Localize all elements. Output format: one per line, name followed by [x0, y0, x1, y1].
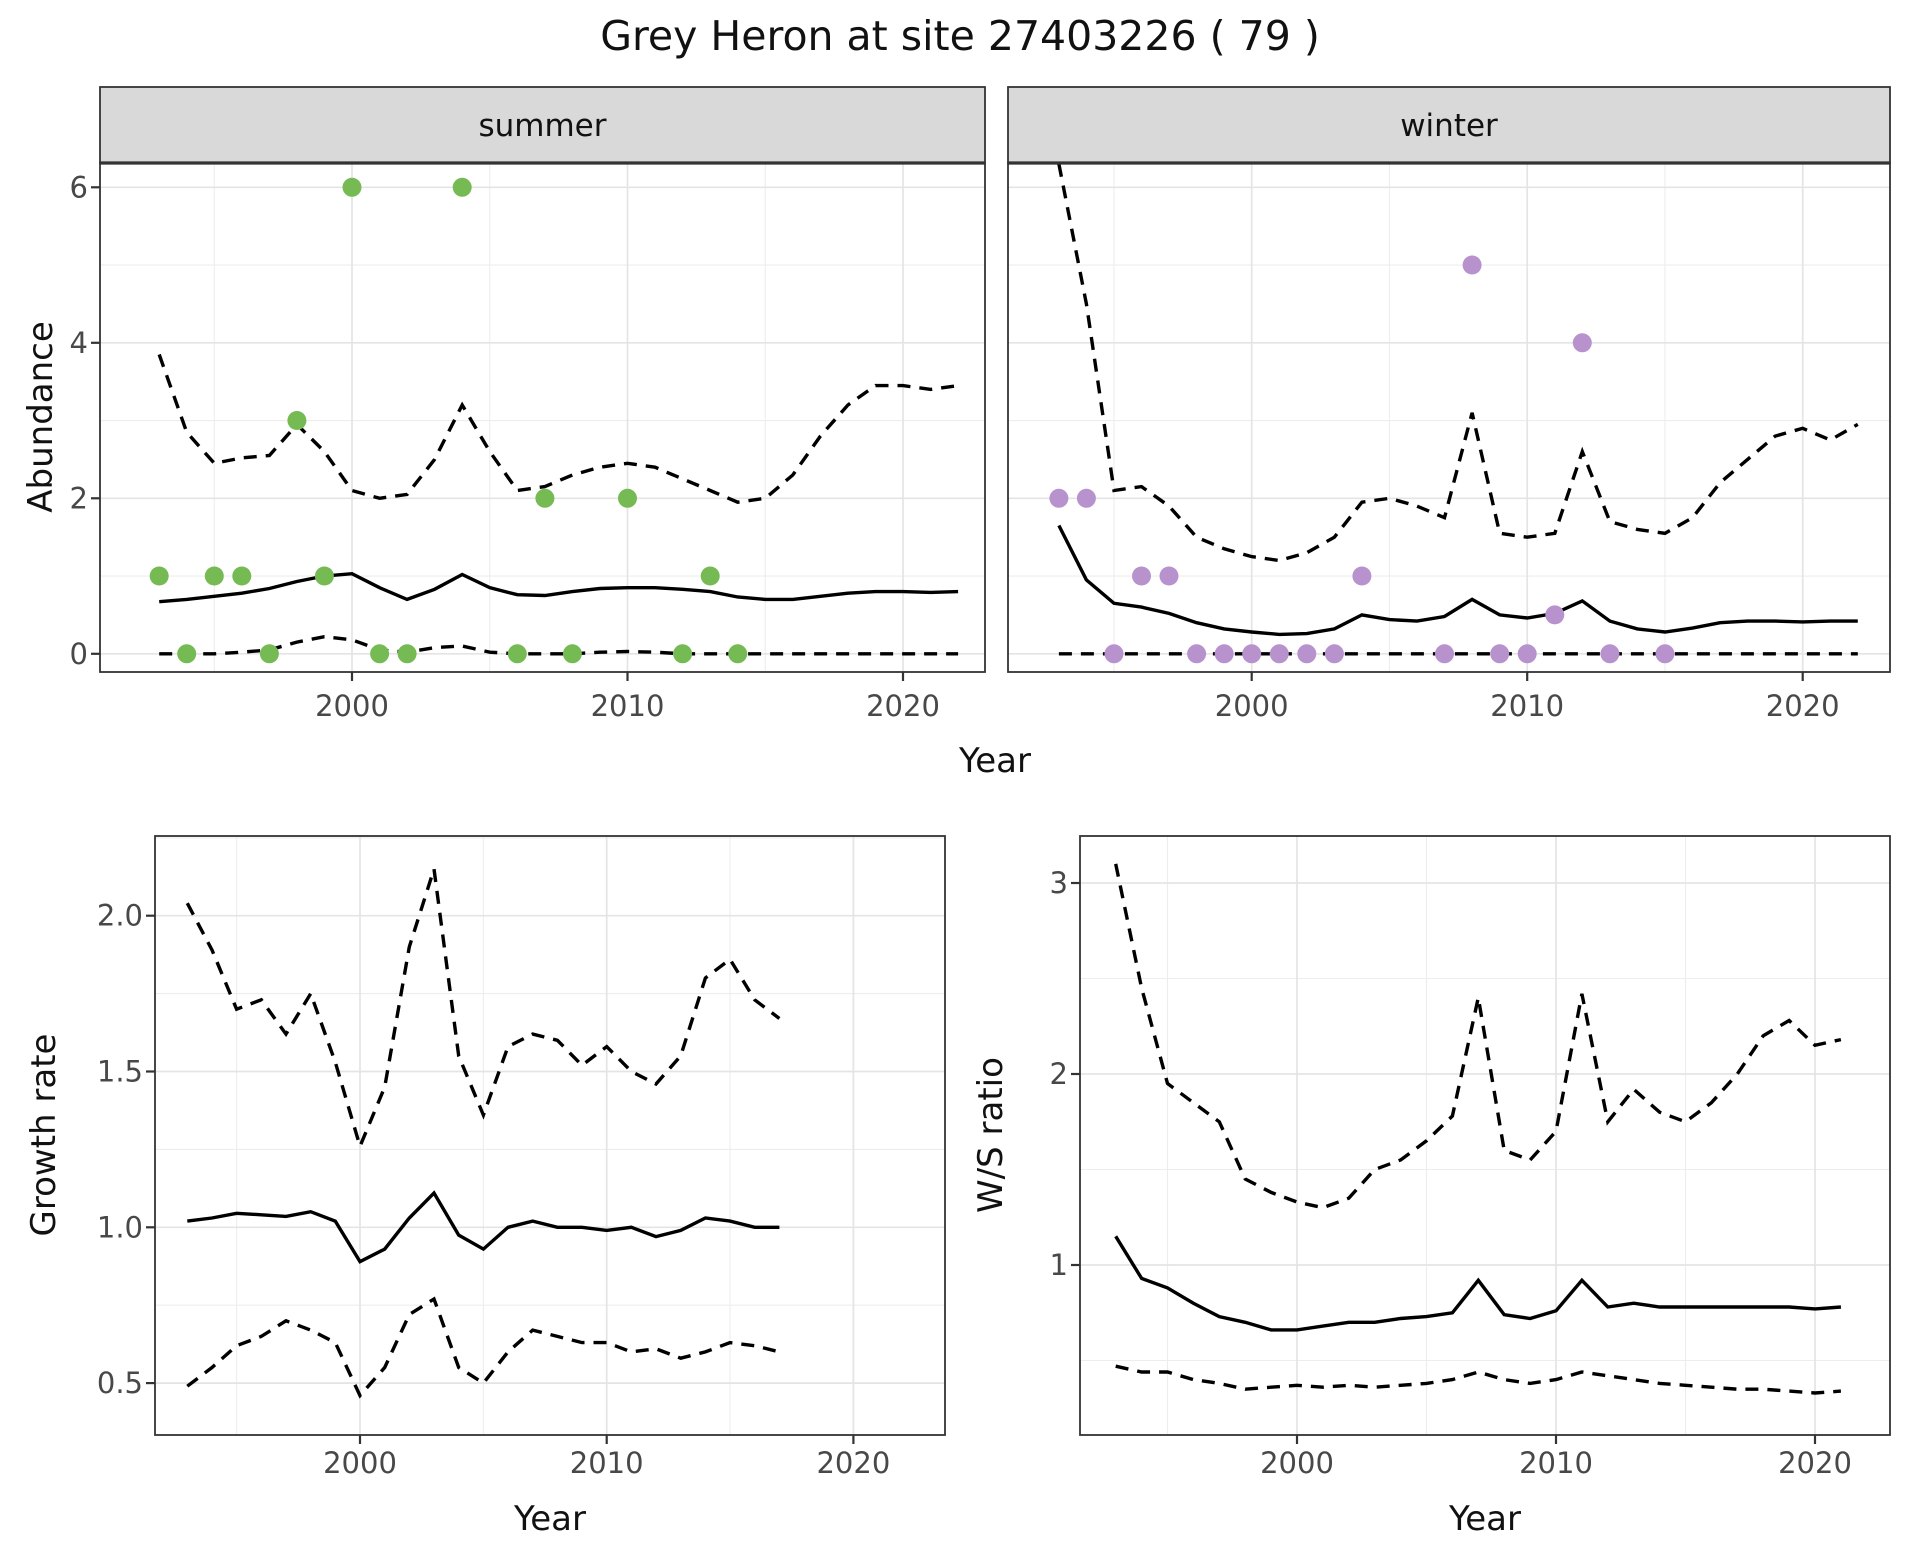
axis-title-year-top: Year	[958, 741, 1031, 781]
data-point	[535, 488, 555, 508]
y-tick-label: 0.5	[97, 1366, 143, 1400]
ci-lower-line	[159, 634, 959, 656]
x-tick-label: 2010	[1490, 689, 1564, 723]
data-point	[1076, 488, 1096, 508]
axis-title-year-bottom-right: Year	[1448, 1499, 1521, 1539]
facet-strip-winter	[1007, 86, 1891, 164]
data-point	[177, 644, 197, 664]
data-point	[1324, 644, 1344, 664]
data-point	[232, 566, 252, 586]
y-tick-label: 1	[1050, 1248, 1068, 1282]
x-tick-label: 2010	[1519, 1446, 1593, 1480]
y-tick-label: 4	[70, 326, 88, 360]
ci-lower-line	[186, 1296, 780, 1399]
panel-background	[1008, 163, 1890, 672]
y-tick-label: 2.0	[97, 899, 143, 933]
data-point	[204, 566, 224, 586]
x-tick-label: 2000	[1260, 1446, 1334, 1480]
data-point	[700, 566, 720, 586]
data-point	[342, 177, 362, 197]
y-tick-label: 6	[70, 170, 88, 204]
axis-title-ws-ratio: W/S ratio	[971, 1057, 1011, 1213]
data-point	[1517, 644, 1537, 664]
data-point	[287, 411, 307, 430]
panel-border	[154, 835, 946, 1436]
ci-upper-line	[1114, 863, 1842, 1210]
data-point	[1545, 605, 1565, 625]
data-point	[1600, 644, 1620, 664]
figure-title: Grey Heron at site 27403226 ( 79 )	[600, 12, 1320, 60]
median-line	[1057, 524, 1858, 637]
y-tick-label: 2	[1050, 1057, 1068, 1091]
data-point	[1159, 566, 1179, 586]
data-point	[149, 566, 169, 586]
median-line	[1114, 1235, 1842, 1332]
x-tick-label: 2010	[570, 1446, 644, 1480]
median-line	[187, 1190, 780, 1264]
data-point	[1490, 644, 1510, 664]
y-tick-label: 1.5	[97, 1055, 143, 1089]
facet-strip-label: summer	[478, 108, 606, 144]
data-point	[1214, 644, 1234, 664]
x-tick-label: 2020	[816, 1446, 890, 1480]
y-tick-label: 1.0	[97, 1210, 143, 1244]
y-tick-label: 0	[70, 637, 88, 671]
ci-upper-line	[185, 868, 781, 1152]
data-point	[1242, 644, 1262, 664]
panel-background	[100, 163, 985, 672]
axis-title-year-bottom-left: Year	[513, 1499, 586, 1539]
x-tick-label: 2010	[591, 689, 665, 723]
x-tick-label: 2020	[866, 689, 940, 723]
data-point	[314, 566, 334, 586]
x-tick-label: 2020	[1778, 1446, 1852, 1480]
ci-upper-line	[1057, 163, 1859, 563]
data-point	[397, 644, 417, 664]
data-point	[1049, 488, 1069, 508]
panel-growth_rate: 2000 2010 2020 0.5 1.0 1.5 2.0	[97, 835, 946, 1480]
data-point	[1435, 644, 1454, 664]
data-point	[1104, 644, 1124, 664]
data-point	[1132, 566, 1151, 586]
panel-ws_ratio: 2000 2010 2020 1 2 3	[1050, 835, 1891, 1480]
axis-title-growth-rate: Growth rate	[24, 1034, 64, 1237]
axis-title-abundance: Abundance	[21, 321, 61, 513]
panel-abundance_summer: 2000 2010 2020 0 2 4 6 summer	[70, 86, 986, 723]
panel-background	[1080, 836, 1890, 1435]
data-point	[728, 644, 748, 664]
panel-border	[1079, 835, 1891, 1436]
y-tick-label: 2	[70, 481, 88, 515]
data-point	[507, 644, 527, 664]
data-point	[1572, 333, 1592, 353]
data-point	[673, 644, 693, 664]
data-point	[259, 644, 279, 664]
panel-abundance_winter: 2000 2010 2020 winter	[1007, 86, 1891, 723]
x-tick-label: 2000	[315, 689, 389, 723]
x-tick-label: 2020	[1766, 689, 1840, 723]
data-point	[562, 644, 582, 664]
data-point	[1462, 255, 1482, 275]
x-tick-label: 2000	[323, 1446, 397, 1480]
median-line	[159, 571, 959, 604]
facet-strip-label: winter	[1400, 108, 1498, 144]
data-point	[452, 177, 472, 197]
data-point	[1187, 644, 1207, 664]
y-tick-label: 3	[1050, 866, 1068, 900]
data-point	[1269, 644, 1289, 664]
data-point	[1352, 566, 1372, 586]
data-point	[1297, 644, 1317, 664]
panel-background	[155, 836, 945, 1435]
data-point	[370, 644, 390, 664]
data-point	[618, 488, 637, 508]
x-tick-label: 2000	[1215, 689, 1289, 723]
data-point	[1655, 644, 1675, 664]
